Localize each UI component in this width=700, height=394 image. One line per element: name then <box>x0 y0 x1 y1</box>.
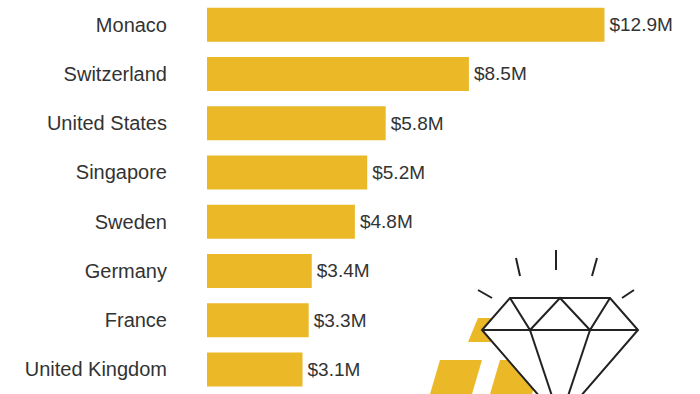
svg-text:Switzerland: Switzerland <box>64 63 167 85</box>
svg-text:$12.9M: $12.9M <box>609 14 672 35</box>
svg-text:United Kingdom: United Kingdom <box>25 358 167 380</box>
svg-text:$8.5M: $8.5M <box>474 63 527 84</box>
svg-text:France: France <box>105 309 167 331</box>
svg-text:$3.4M: $3.4M <box>317 260 370 281</box>
svg-text:Monaco: Monaco <box>96 14 167 36</box>
svg-text:$3.3M: $3.3M <box>314 310 367 331</box>
svg-text:$5.2M: $5.2M <box>372 162 425 183</box>
svg-text:Sweden: Sweden <box>95 211 167 233</box>
svg-text:$5.8M: $5.8M <box>391 113 444 134</box>
svg-text:United States: United States <box>47 112 167 134</box>
svg-text:Singapore: Singapore <box>76 161 167 183</box>
svg-text:$4.8M: $4.8M <box>360 211 413 232</box>
svg-text:Germany: Germany <box>85 260 167 282</box>
svg-text:$3.1M: $3.1M <box>308 359 361 380</box>
